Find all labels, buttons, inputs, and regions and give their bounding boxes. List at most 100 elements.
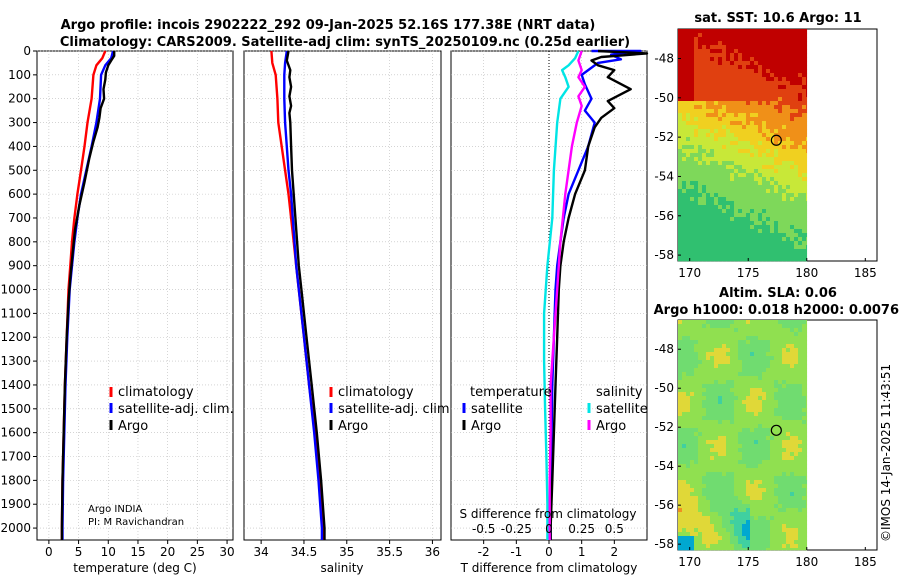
heatmap-cell	[750, 241, 755, 246]
heatmap-cell	[722, 328, 727, 333]
heatmap-cell	[750, 173, 755, 178]
heatmap-cell	[754, 65, 759, 70]
heatmap-cell	[734, 456, 739, 461]
heatmap-cell	[766, 197, 771, 202]
heatmap-cell	[686, 253, 691, 258]
heatmap-cell	[730, 484, 735, 489]
heatmap-cell	[782, 460, 787, 465]
heatmap-cell	[698, 544, 703, 549]
heatmap-cell	[778, 105, 783, 110]
heatmap-cell	[706, 348, 711, 353]
heatmap-cell	[750, 548, 755, 551]
heatmap-cell	[802, 133, 807, 138]
heatmap-cell	[778, 153, 783, 158]
heatmap-cell	[794, 213, 799, 218]
heatmap-cell	[722, 229, 727, 234]
heatmap-cell	[758, 524, 763, 529]
heatmap-cell	[722, 352, 727, 357]
heatmap-cell	[798, 432, 803, 437]
heatmap-cell	[758, 360, 763, 365]
heatmap-cell	[690, 213, 695, 218]
heatmap-cell	[730, 436, 735, 441]
heatmap-cell	[742, 201, 747, 206]
heatmap-cell	[730, 189, 735, 194]
heatmap-cell	[730, 356, 735, 361]
heatmap-cell	[738, 408, 743, 413]
heatmap-cell	[802, 436, 807, 441]
heatmap-cell	[754, 177, 759, 182]
heatmap-cell	[714, 500, 719, 505]
heatmap-cell	[806, 33, 808, 38]
heatmap-cell	[762, 41, 767, 46]
heatmap-cell	[702, 41, 707, 46]
heatmap-cell	[794, 37, 799, 42]
heatmap-cell	[714, 177, 719, 182]
heatmap-cell	[726, 384, 731, 389]
heatmap-cell	[754, 372, 759, 377]
heatmap-cell	[718, 113, 723, 118]
heatmap-cell	[686, 496, 691, 501]
heatmap-cell	[750, 81, 755, 86]
heatmap-cell	[714, 388, 719, 393]
heatmap-cell	[766, 129, 771, 134]
heatmap-cell	[786, 448, 791, 453]
heatmap-cell	[738, 157, 743, 162]
heatmap-cell	[710, 237, 715, 242]
heatmap-cell	[682, 225, 687, 230]
heatmap-cell	[702, 153, 707, 158]
heatmap-cell	[686, 388, 691, 393]
heatmap-cell	[706, 528, 711, 533]
heatmap-cell	[766, 121, 771, 126]
heatmap-cell	[750, 145, 755, 150]
heatmap-cell	[790, 324, 795, 329]
heatmap-cell	[758, 41, 763, 46]
heatmap-cell	[790, 332, 795, 337]
heatmap-cell	[714, 73, 719, 78]
heatmap-cell	[778, 364, 783, 369]
heatmap-cell	[718, 516, 723, 521]
heatmap-cell	[702, 113, 707, 118]
heatmap-cell	[738, 380, 743, 385]
heatmap-cell	[698, 420, 703, 425]
heatmap-cell	[678, 504, 683, 509]
heatmap-cell	[798, 253, 803, 258]
heatmap-cell	[758, 504, 763, 509]
heatmap-cell	[702, 37, 707, 42]
heatmap-cell	[758, 332, 763, 337]
heatmap-cell	[762, 520, 767, 525]
heatmap-cell	[710, 348, 715, 353]
heatmap-cell	[794, 320, 799, 325]
heatmap-cell	[710, 101, 715, 106]
heatmap-cell	[782, 516, 787, 521]
heatmap-cell	[782, 408, 787, 413]
heatmap-cell	[678, 133, 683, 138]
heatmap-cell	[782, 416, 787, 421]
heatmap-cell	[746, 388, 751, 393]
heatmap-cell	[734, 249, 739, 254]
heatmap-cell	[798, 85, 803, 90]
heatmap-cell	[802, 117, 807, 122]
heatmap-cell	[806, 169, 808, 174]
heatmap-cell	[694, 428, 699, 433]
heatmap-cell	[750, 348, 755, 353]
heatmap-cell	[766, 49, 771, 54]
heatmap-cell	[742, 169, 747, 174]
heatmap-cell	[806, 480, 808, 485]
heatmap-cell	[742, 412, 747, 417]
heatmap-cell	[698, 416, 703, 421]
heatmap-cell	[738, 69, 743, 74]
x-tick-label: 35	[339, 545, 354, 559]
heatmap-cell	[778, 149, 783, 154]
heatmap-cell	[678, 145, 683, 150]
heatmap-cell	[802, 149, 807, 154]
heatmap-cell	[770, 213, 775, 218]
heatmap-cell	[786, 492, 791, 497]
heatmap-cell	[770, 480, 775, 485]
heatmap-cell	[782, 348, 787, 353]
heatmap-cell	[714, 324, 719, 329]
heatmap-cell	[730, 344, 735, 349]
heatmap-cell	[718, 464, 723, 469]
heatmap-cell	[794, 428, 799, 433]
heatmap-cell	[806, 424, 808, 429]
heatmap-cell	[746, 105, 751, 110]
